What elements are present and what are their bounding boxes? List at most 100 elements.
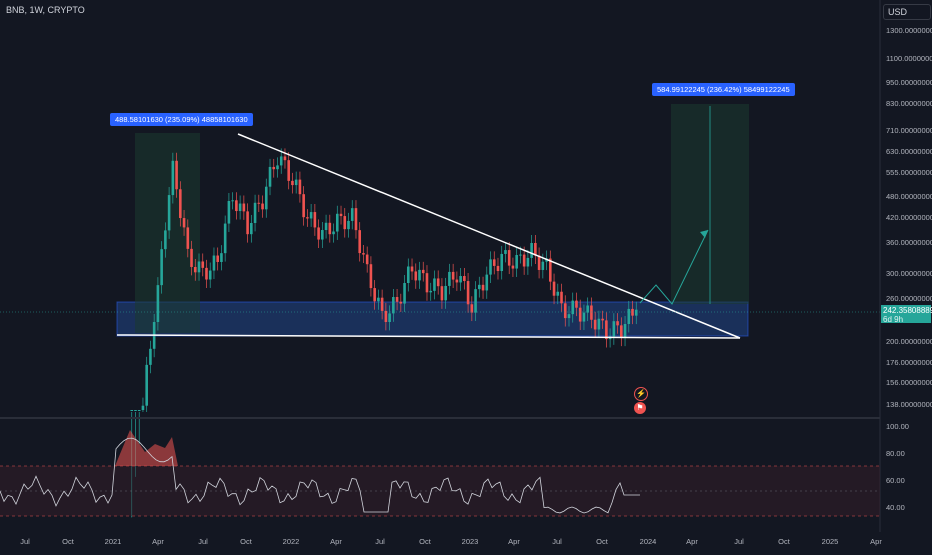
candle-body: [167, 195, 171, 231]
candle-body: [317, 227, 320, 240]
candle-body: [250, 222, 253, 235]
candle-body: [377, 297, 380, 302]
rsi-tick: 100.00: [886, 422, 909, 431]
candle-body: [515, 255, 518, 269]
candle-body: [440, 286, 444, 301]
candle-body: [522, 254, 526, 267]
candle-body: [197, 261, 201, 273]
candle-body: [620, 325, 623, 338]
candle-body: [362, 253, 365, 255]
candle-body: [264, 186, 268, 210]
candle-body: [201, 261, 205, 268]
candle-body: [145, 364, 148, 406]
candle-body: [354, 208, 358, 231]
candle-body: [436, 278, 440, 287]
candle-body: [261, 203, 264, 210]
candle-body: [205, 267, 208, 280]
candle-body: [291, 180, 294, 186]
time-tick: Jul: [20, 537, 30, 546]
candle-body: [130, 410, 134, 411]
candle-body: [530, 242, 533, 258]
candle-body: [601, 318, 604, 321]
candle-body: [339, 213, 343, 217]
candle-body: [474, 289, 477, 313]
candle-body: [425, 273, 429, 293]
candle-body: [332, 231, 335, 235]
price-tick: 555.00000000: [886, 168, 932, 177]
rsi-line: [0, 437, 640, 514]
currency-selector[interactable]: USD: [883, 4, 931, 20]
candle-body: [631, 308, 634, 316]
time-tick: Oct: [778, 537, 791, 546]
candle-body: [182, 218, 186, 228]
price-tick: 156.00000000: [886, 378, 932, 387]
candle-body: [186, 227, 190, 249]
candle-body: [283, 156, 287, 161]
candle-body: [466, 281, 470, 305]
candle-body: [485, 274, 489, 291]
current-price-value: 242.35808889: [883, 306, 932, 315]
candle-body: [216, 255, 219, 262]
candle-body: [179, 189, 182, 219]
time-tick: 2025: [822, 537, 839, 546]
lightning-icon[interactable]: ⚡: [634, 387, 648, 401]
candle-body: [231, 200, 234, 202]
time-tick: 2024: [640, 537, 657, 546]
candle-body: [571, 300, 575, 315]
candle-body: [141, 405, 145, 410]
candle-body: [190, 248, 193, 267]
candle-body: [287, 160, 291, 181]
candle-body: [470, 304, 474, 313]
price-tick: 260.00000000: [886, 294, 932, 303]
candle-body: [235, 200, 238, 212]
candle-body: [246, 211, 249, 235]
candle-body: [313, 212, 317, 228]
candle-body: [149, 348, 152, 365]
candle-body: [223, 223, 227, 254]
candle-body: [193, 266, 197, 273]
candle-body: [164, 230, 167, 250]
candle-body: [634, 309, 638, 316]
candle-body: [298, 179, 302, 195]
candle-body: [137, 410, 141, 411]
candle-body: [507, 250, 511, 266]
candle-body: [358, 230, 362, 254]
candle-body: [268, 166, 272, 187]
time-axis: Jul Oct 2021 Apr Jul Oct 2022 Apr Jul Oct 2023 Apr J…: [20, 537, 882, 546]
price-tick: 176.00000000: [886, 358, 932, 367]
candle-body: [272, 166, 276, 170]
candle-body: [455, 279, 459, 283]
price-tick: 950.00000000: [886, 78, 932, 87]
candle-body: [208, 270, 212, 280]
candle-body: [496, 265, 500, 272]
candle-body: [395, 297, 399, 302]
time-tick: Jul: [198, 537, 208, 546]
candle-body: [171, 160, 175, 196]
candle-body: [492, 259, 496, 266]
candle-body: [175, 160, 178, 190]
price-tick: 1100.00000000: [886, 54, 932, 63]
candle-body: [463, 276, 466, 282]
candle-body: [324, 222, 328, 231]
symbol-title: BNB, 1W, CRYPTO: [6, 5, 85, 15]
right-measure-label: 584.99122245 (236.42%) 58499122245: [652, 83, 795, 96]
candle-body: [500, 253, 504, 272]
time-tick: 2021: [105, 537, 122, 546]
rsi-tick: 60.00: [886, 476, 905, 485]
candle-body: [597, 318, 601, 330]
candle-body: [481, 284, 485, 291]
candle-body: [418, 269, 421, 281]
candle-body: [403, 283, 406, 304]
candle-body: [444, 285, 447, 301]
candle-body: [448, 271, 451, 286]
candle-body: [212, 255, 216, 271]
candle-body: [451, 271, 455, 280]
candle-body: [335, 213, 339, 232]
candle-body: [421, 269, 425, 274]
candle-body: [238, 203, 242, 212]
flag-icon[interactable]: ⚑: [634, 402, 646, 414]
candle-body: [605, 320, 608, 340]
time-tick: 2023: [462, 537, 479, 546]
